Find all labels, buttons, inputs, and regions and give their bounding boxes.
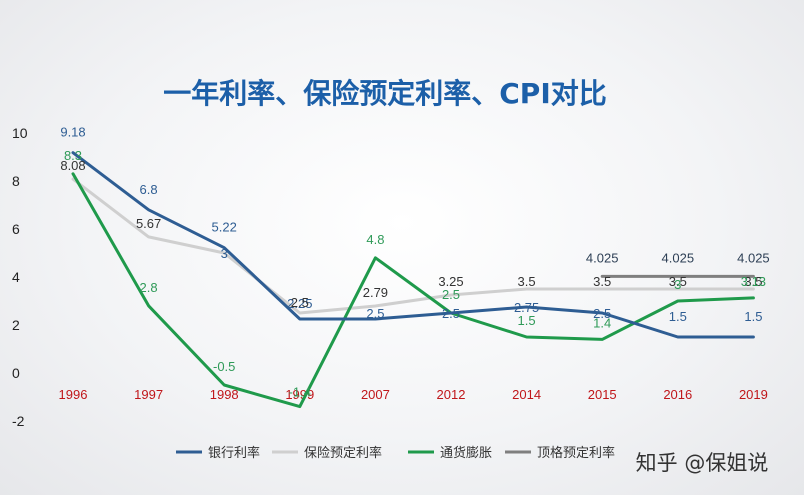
legend-label: 顶格预定利率	[537, 445, 615, 461]
x-tick-label: 2007	[361, 387, 390, 402]
y-tick-label: -2	[12, 413, 25, 429]
data-label: 2.25	[287, 296, 312, 311]
data-label: 3.5	[744, 274, 762, 289]
x-tick-label: 2019	[739, 387, 768, 402]
data-label: -0.5	[213, 359, 235, 374]
x-tick-label: 2016	[663, 387, 692, 402]
data-label: 1.4	[593, 315, 611, 330]
x-tick-label: 1997	[134, 387, 163, 402]
data-label: 1.5	[744, 309, 762, 324]
legend-label: 保险预定利率	[304, 445, 382, 461]
data-label: 2.5	[593, 306, 611, 321]
data-label: 3	[221, 246, 228, 261]
legend-label: 通货膨胀	[440, 445, 492, 461]
data-label: 3.5	[518, 274, 536, 289]
data-label: 2.79	[363, 285, 388, 300]
x-tick-label: 2015	[588, 387, 617, 402]
data-label: 2.5	[366, 306, 384, 321]
y-tick-label: 2	[12, 317, 20, 333]
data-label: 9.18	[60, 125, 85, 140]
data-label: 1.5	[518, 313, 536, 328]
data-label: 4.025	[586, 250, 619, 265]
series-line-2	[71, 172, 755, 409]
y-tick-label: 0	[12, 365, 20, 381]
data-label: 8.08	[60, 158, 85, 173]
series-line-0	[71, 151, 755, 339]
data-label: 3.5	[593, 274, 611, 289]
data-label: 4.025	[737, 250, 770, 265]
data-labels: 9.18 6.8 5.22 2.25 1.5 1.5 8.08 5.67 2.5 2.79 3.25…	[60, 125, 769, 400]
x-tick-label: 1996	[59, 387, 88, 402]
series-lines	[71, 151, 755, 409]
x-tick-label: 2012	[437, 387, 466, 402]
data-label: 2.75	[514, 300, 539, 315]
y-tick-label: 10	[12, 125, 28, 141]
x-tick-label: 2014	[512, 387, 541, 402]
data-label: 5.67	[136, 216, 161, 231]
x-tick-label: 1998	[210, 387, 239, 402]
watermark: 知乎 @保姐说	[636, 451, 769, 475]
data-label: -1.4	[289, 385, 311, 400]
y-axis-ticks: 10 8 6 4 2 0 -2	[12, 125, 28, 429]
data-label: 3	[674, 277, 681, 292]
y-tick-label: 8	[12, 173, 20, 189]
series-line-1	[71, 177, 755, 315]
y-tick-label: 6	[12, 221, 20, 237]
data-label: 2.5	[291, 295, 309, 310]
legend-label: 银行利率	[208, 445, 260, 461]
x-axis-ticks: 1996 1997 1998 1999 2007 2012 2014 2015 2016 2019	[59, 387, 768, 402]
legend: 银行利率 保险预定利率 通货膨胀 顶格预定利率	[176, 445, 615, 461]
data-label: 2.5	[442, 306, 460, 321]
data-label: 2.5	[442, 287, 460, 302]
data-label: 4.8	[366, 232, 384, 247]
data-label: 4.025	[662, 250, 695, 265]
data-label: 3.25	[438, 274, 463, 289]
data-label: 1.5	[669, 309, 687, 324]
data-label: 5.22	[212, 220, 237, 235]
data-label: 6.8	[140, 182, 158, 197]
data-label: 3.13	[741, 274, 766, 289]
y-tick-label: 4	[12, 269, 20, 285]
data-label: 2.8	[140, 280, 158, 295]
chart-title: 一年利率、保险预定利率、CPI对比	[163, 77, 607, 110]
data-label: 3.5	[669, 274, 687, 289]
data-label: 8.3	[64, 148, 82, 163]
